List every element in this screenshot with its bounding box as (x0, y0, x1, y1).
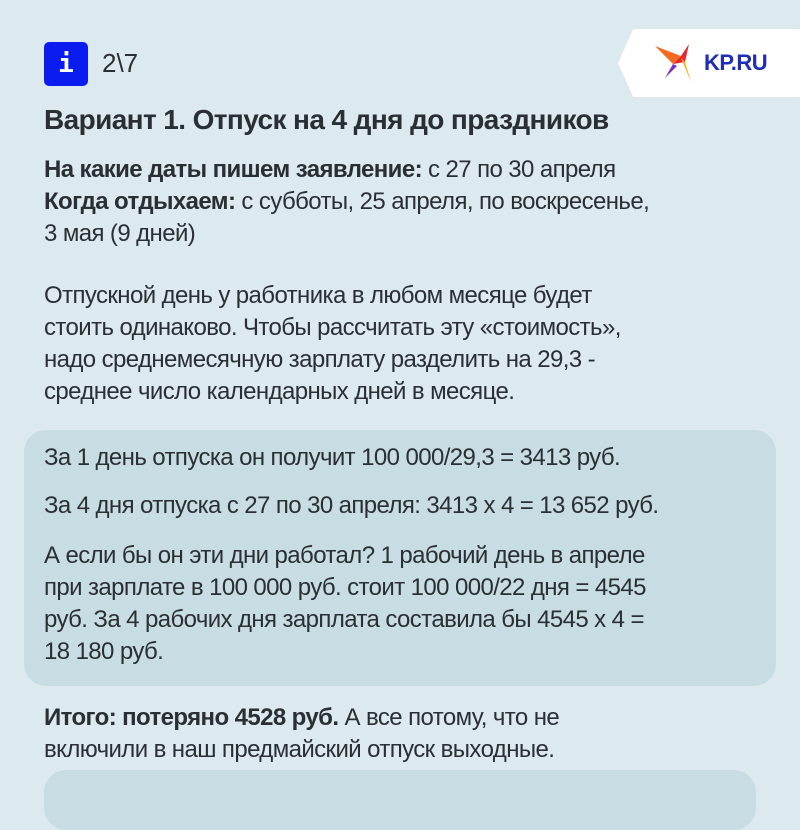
dates-line-1: На какие даты пишем заявление: с 27 по 3… (44, 156, 616, 184)
explanation-line: среднее число календарных дней в месяце. (44, 378, 515, 405)
total-rest: А все потому, что не (338, 704, 560, 731)
explanation-line: Отпускной день у работника в любом месяц… (44, 282, 592, 309)
page-counter: 2\7 (102, 48, 139, 78)
bird-logo-icon (655, 44, 691, 82)
calc-line-1: За 1 день отпуска он получит 100 000/29,… (44, 444, 621, 471)
rest-line: Когда отдыхаем: с субботы, 25 апреля, по… (44, 188, 650, 216)
explanation-line: стоить одинаково. Чтобы рассчитать эту «… (44, 314, 621, 341)
total-line-cont: включили в наш предмайский отпуск выходн… (44, 736, 555, 763)
rest-value: с субботы, 25 апреля, по воскресенье, (235, 188, 650, 215)
info-icon: i (44, 42, 88, 86)
total-line: Итого: потеряно 4528 руб. А все потому, … (44, 704, 560, 732)
calc-para-line: 18 180 руб. (44, 638, 164, 665)
rest-label: Когда отдыхаем: (44, 188, 236, 215)
calc-para-line: при зарплате в 100 000 руб. стоит 100 00… (44, 574, 646, 601)
calculation-box (24, 430, 776, 686)
page-title: Вариант 1. Отпуск на 4 дня до праздников (44, 104, 609, 135)
dates-value: с 27 по 30 апреля (421, 156, 616, 183)
calc-para-line: А если бы он эти дни работал? 1 рабочий … (44, 542, 645, 569)
rest-line-cont: 3 мая (9 дней) (44, 220, 196, 247)
calc-para-line: руб. За 4 рабочих дня зарплата составила… (44, 606, 644, 633)
next-box (44, 770, 756, 830)
explanation-line: надо среднемесячную зарплату разделить н… (44, 346, 596, 373)
calc-line-2: За 4 дня отпуска с 27 по 30 апреля: 3413… (44, 492, 659, 519)
logo-text: KP.RU (704, 50, 768, 75)
dates-label: На какие даты пишем заявление: (44, 156, 423, 183)
total-bold: Итого: потеряно 4528 руб. (44, 704, 339, 731)
logo-tab (618, 29, 800, 97)
